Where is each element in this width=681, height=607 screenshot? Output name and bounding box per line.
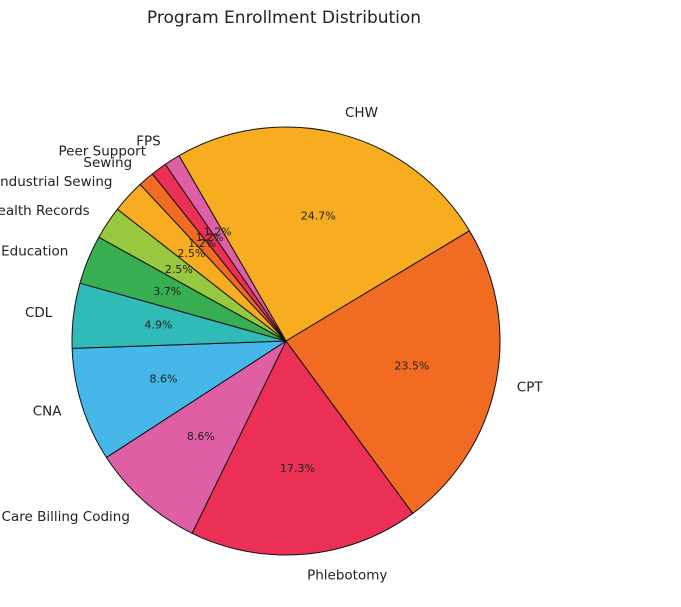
slice-label-phlebotomy: Phlebotomy	[307, 568, 387, 584]
pie-slice-cna	[71, 340, 287, 458]
pie-slice-cpt	[285, 230, 501, 514]
slice-label-cdl: CDL	[25, 305, 53, 321]
slice-label-cpt: CPT	[517, 379, 544, 395]
slice-percent-cpt: 23.5%	[394, 359, 429, 372]
pie-slice-phlebotomy	[191, 340, 414, 556]
slice-label-fps: FPS	[136, 134, 160, 150]
slice-label-health-care-billing-coding: Health Care Billing Coding	[0, 509, 130, 525]
slice-label-early-childhood-education: Early Childhood Education	[0, 244, 68, 260]
slice-label-industrial-sewing: Industrial Sewing	[0, 174, 113, 190]
slice-percent-sewing: 1.2%	[188, 237, 216, 250]
pie-slice-health-care-billing-coding	[105, 340, 287, 534]
slice-label-chw: CHW	[345, 105, 378, 121]
pie-slice-fps	[164, 155, 287, 342]
slice-percent-chw: 24.7%	[301, 210, 336, 223]
chart-title: Program Enrollment Distribution	[147, 8, 421, 28]
labels-layer: CHW 24.7% CPT 23.5% Phlebotomy 17.3% Health Ca…	[0, 105, 543, 583]
slice-percent-early-childhood-education: 3.7%	[153, 285, 181, 298]
slice-percent-industrial-sewing: 2.5%	[177, 247, 205, 260]
slice-label-sewing: Sewing	[83, 155, 132, 171]
slice-percent-electronic-health-records: 2.5%	[165, 263, 193, 276]
slice-percent-cdl: 4.9%	[145, 319, 173, 332]
slice-percent-phlebotomy: 17.3%	[280, 462, 315, 475]
slice-label-electronic-health-records: Electronic Health Records	[0, 203, 90, 219]
slice-percent-cna: 8.6%	[150, 373, 178, 386]
slice-label-peer-support: Peer Support	[59, 144, 146, 160]
slice-percent-health-care-billing-coding: 8.6%	[187, 430, 215, 443]
slice-percent-peer-support: 1.2%	[196, 231, 224, 244]
slice-percent-fps: 1.2%	[204, 225, 232, 238]
slice-label-cna: CNA	[33, 404, 63, 420]
slices-layer	[71, 126, 501, 556]
pie-slice-chw	[178, 126, 470, 342]
